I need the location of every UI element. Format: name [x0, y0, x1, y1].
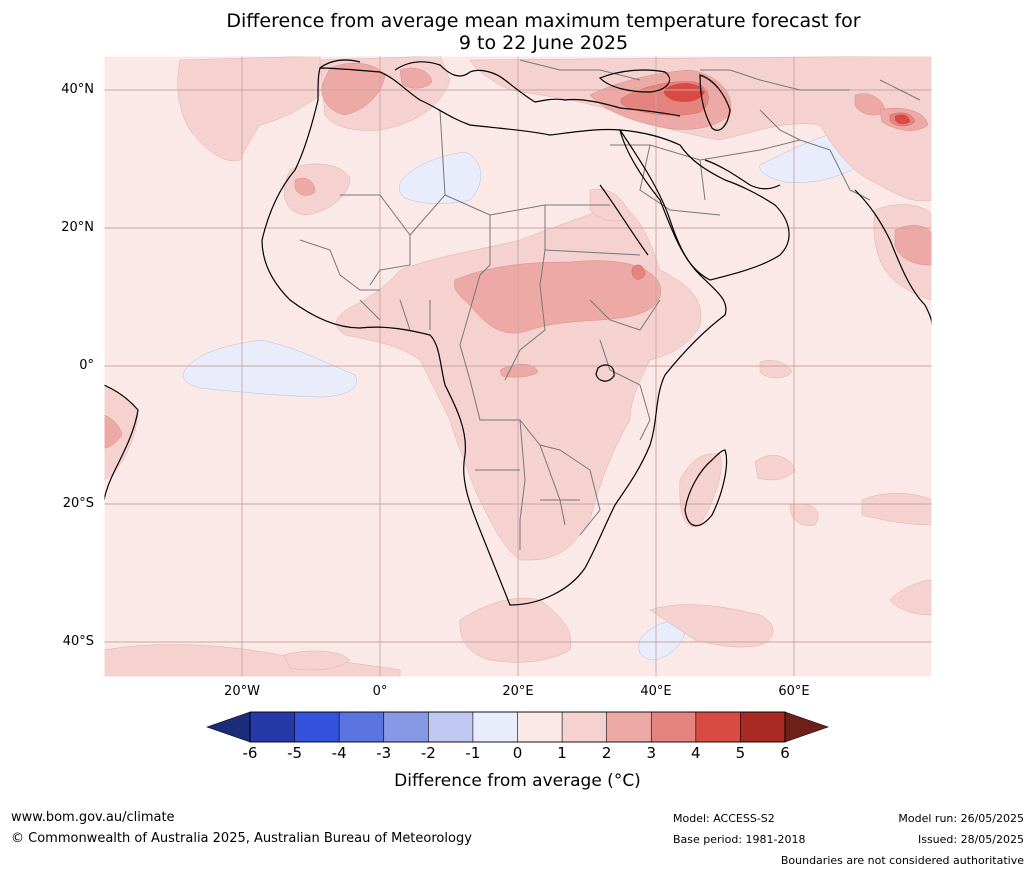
- colorbar-outline: [249, 711, 786, 743]
- lat-label-40s: 40°S: [62, 634, 94, 649]
- footer-issued: Issued: 28/05/2025: [917, 833, 1024, 846]
- colorbar-cell: [650, 711, 697, 743]
- colorbar-tick-label: -1: [465, 744, 481, 762]
- colorbar-tick-label: 3: [646, 744, 657, 762]
- madagascar-coast: [684, 449, 728, 527]
- africa-coast: [261, 67, 727, 606]
- lat-label-20s: 20°S: [62, 496, 94, 511]
- footer-model: Model: ACCESS-S2: [673, 812, 775, 825]
- footer-url[interactable]: www.bom.gov.au/climate: [11, 810, 175, 825]
- colorbar-cell: [517, 711, 563, 743]
- colorbar-cells: [249, 711, 786, 743]
- lon-label-60e: 60°E: [778, 684, 810, 699]
- colorbar-tick-label: 1: [557, 744, 567, 762]
- footer-model-run: Model run: 26/05/2025: [898, 812, 1024, 825]
- footer-disclaimer: Boundaries are not considered authoritat…: [780, 854, 1024, 867]
- colorbar-tick-label: -6: [242, 744, 258, 762]
- lake-victoria: [595, 364, 615, 382]
- lon-label-40e: 40°E: [640, 684, 672, 699]
- warm-4-5: [664, 83, 910, 125]
- footer-base-period: Base period: 1981-2018: [673, 833, 806, 846]
- colorbar-cell: [740, 711, 786, 743]
- colorbar: [206, 711, 829, 743]
- lon-label-20e: 20°E: [502, 684, 534, 699]
- colorbar-cell: [383, 711, 429, 743]
- colorbar-unit: °C): [613, 771, 641, 791]
- title-line-2: 9 to 22 June 2025: [458, 32, 629, 54]
- colorbar-label: Difference from average (: [394, 771, 614, 791]
- colorbar-cell: [338, 711, 385, 743]
- footer-copyright: © Commonwealth of Australia 2025, Austra…: [11, 831, 472, 846]
- colorbar-tick-label: -3: [376, 744, 392, 762]
- chart-title: Difference from average mean maximum tem…: [0, 10, 1035, 54]
- colorbar-cell: [249, 711, 296, 743]
- colorbar-cell: [294, 711, 340, 743]
- cool-patch-atlantic: [182, 339, 357, 398]
- colorbar-under-arrow: [206, 711, 251, 743]
- colorbar-tick-label: -5: [287, 744, 303, 762]
- colorbar-tick-label: 6: [780, 744, 790, 762]
- colorbar-cell: [695, 711, 742, 743]
- india-coast: [854, 189, 933, 326]
- south-america-coast: [103, 384, 139, 501]
- colorbar-tick-label: -4: [331, 744, 347, 762]
- colorbar-tick-label: 5: [735, 744, 746, 762]
- lon-label-20w: 20°W: [224, 684, 260, 699]
- colorbar-tick-label: 0: [512, 744, 523, 762]
- map-frame: [103, 55, 933, 678]
- black-sea-coast: [598, 69, 671, 93]
- colorbar-tick-label: 2: [601, 744, 612, 762]
- title-line-1: Difference from average mean maximum tem…: [226, 10, 861, 32]
- country-borders: [299, 59, 921, 550]
- colorbar-cell: [606, 711, 652, 743]
- colorbar-tick-label: -2: [420, 744, 436, 762]
- lat-label-0: 0°: [79, 358, 94, 373]
- caspian-coast: [699, 74, 731, 131]
- gulf-coast: [704, 159, 781, 190]
- europe-coast: [319, 59, 681, 117]
- colorbar-cell: [472, 711, 519, 743]
- lat-label-20n: 20°N: [61, 220, 94, 235]
- colorbar-title: Difference from average (°C): [300, 771, 735, 791]
- colorbar-over-arrow: [784, 711, 829, 743]
- cool-patch-sahara: [399, 151, 481, 204]
- cool-patch-south-ocean: [638, 620, 686, 661]
- arabia-coast: [618, 129, 790, 281]
- colorbar-cell: [428, 711, 474, 743]
- lat-label-40n: 40°N: [61, 82, 94, 97]
- coastlines: [103, 59, 933, 606]
- lon-label-0: 0°: [372, 684, 388, 699]
- red-sea-coast: [599, 184, 649, 256]
- colorbar-cell: [561, 711, 608, 743]
- colorbar-tick-label: 4: [691, 744, 701, 762]
